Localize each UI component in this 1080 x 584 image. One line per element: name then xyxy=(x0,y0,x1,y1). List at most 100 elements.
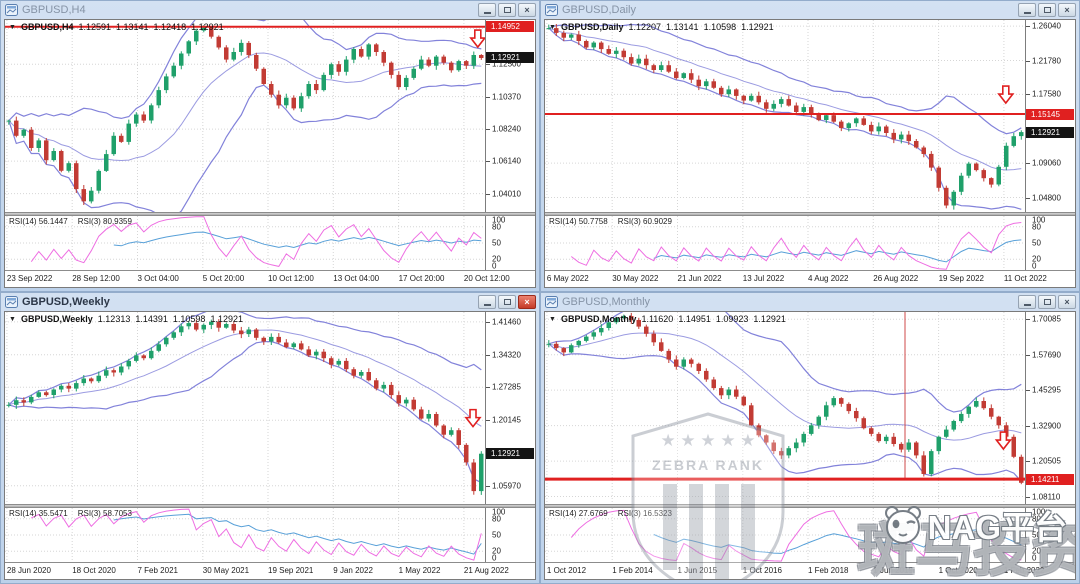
sell-signal-arrow-icon xyxy=(994,431,1013,451)
close-button[interactable]: × xyxy=(1058,295,1076,309)
y-axis-tick-mark xyxy=(486,420,490,422)
y-axis-tick-label: 1.57690 xyxy=(1032,350,1061,360)
y-axis-tick-mark xyxy=(486,387,490,389)
minimize-button[interactable] xyxy=(1018,295,1036,309)
window-titlebar[interactable]: GBPUSD,H4 × xyxy=(1,1,539,19)
candlestick-chart[interactable] xyxy=(5,312,485,504)
rsi-pane[interactable] xyxy=(545,216,1025,270)
window-title: GBPUSD,Daily xyxy=(562,4,636,16)
rsi-axis: 100 80 50 20 0 xyxy=(485,508,535,563)
legend-symbol: GBPUSD,Daily xyxy=(560,22,624,32)
legend-close: 1.12921 xyxy=(210,314,243,324)
y-axis-tick-label: 1.05970 xyxy=(492,481,521,491)
legend-collapse-icon[interactable]: ▼ xyxy=(549,23,556,31)
pane-divider[interactable] xyxy=(545,504,1075,508)
window-titlebar[interactable]: GBPUSD,Daily × xyxy=(541,1,1079,19)
price-axis[interactable]: 1.148501.125001.103701.082401.061401.040… xyxy=(485,20,535,212)
y-axis-tick-label: 1.32900 xyxy=(1032,421,1061,431)
time-axis[interactable]: 28 Jun 2020 18 Oct 2020 7 Feb 2021 30 May 2… xyxy=(5,562,535,579)
restore-button[interactable] xyxy=(498,295,516,309)
x-axis-tick-label: 1 Oct 2012 xyxy=(546,566,587,575)
minimize-button[interactable] xyxy=(478,295,496,309)
rsi-scale-label: 0 xyxy=(1032,553,1037,563)
rsi-pane[interactable] xyxy=(5,508,485,562)
legend-open: 1.11620 xyxy=(641,314,674,324)
pane-divider[interactable] xyxy=(5,212,535,216)
y-axis-tick-label: 1.04010 xyxy=(492,189,521,199)
rsi14-label: RSI(14) 27.6769 xyxy=(549,509,608,518)
rsi-scale-label: 0 xyxy=(492,261,497,271)
restore-button[interactable] xyxy=(1038,295,1056,309)
legend-open: 1.12591 xyxy=(78,22,111,32)
legend-high: 1.13141 xyxy=(666,22,699,32)
legend-collapse-icon[interactable]: ▼ xyxy=(9,23,16,31)
sell-signal-arrow-icon xyxy=(997,85,1015,105)
time-axis[interactable]: 1 Oct 2012 1 Feb 2014 1 Jun 2015 1 Oct 2016… xyxy=(545,562,1075,579)
y-axis-tick-label: 1.08240 xyxy=(492,124,521,134)
candlestick-chart[interactable] xyxy=(5,20,485,212)
chart-window-icon xyxy=(545,4,558,16)
rsi3-label: RSI(3) 58.7053 xyxy=(77,509,132,518)
rsi3-label: RSI(3) 60.9029 xyxy=(617,217,672,226)
time-axis[interactable]: 23 Sep 2022 28 Sep 12:00 3 Oct 04:00 5 Oct … xyxy=(5,270,535,287)
y-axis-tick-mark xyxy=(486,161,490,163)
price-axis[interactable]: 1.26040 1.21780 1.17580 1.09060 1.04800 1.151… xyxy=(1025,20,1075,212)
y-axis-tick-mark xyxy=(486,193,490,195)
legend-low: 1.12418 xyxy=(153,22,187,32)
chart-window-icon xyxy=(545,296,558,308)
close-button[interactable]: × xyxy=(518,3,536,17)
x-axis-tick-label: 19 Sep 2022 xyxy=(938,274,984,283)
rsi-indicator-labels: RSI(14) 50.7758 RSI(3) 60.9029 xyxy=(549,217,672,226)
chart-legend: ▼ GBPUSD,H4 1.12591 1.13141 1.12418 1.12… xyxy=(9,22,224,32)
legend-collapse-icon[interactable]: ▼ xyxy=(549,315,556,323)
sell-signal-arrow-icon xyxy=(464,408,482,428)
legend-collapse-icon[interactable]: ▼ xyxy=(9,315,16,323)
y-axis-tick-label: 1.26040 xyxy=(1032,21,1061,31)
rsi-pane[interactable] xyxy=(5,216,485,270)
x-axis-tick-label: 30 May 2022 xyxy=(612,274,659,283)
x-axis-tick-label: 1 Jun 2015 xyxy=(677,566,718,575)
y-axis-tick-mark xyxy=(1026,425,1030,427)
window-title: GBPUSD,H4 xyxy=(22,4,86,16)
rsi-scale-label: 0 xyxy=(1032,261,1037,271)
legend-close: 1.12921 xyxy=(741,22,774,32)
rsi-scale-label: 100 xyxy=(1032,507,1046,517)
rsi-scale-label: 80 xyxy=(492,514,501,524)
close-button[interactable]: × xyxy=(1058,3,1076,17)
y-axis-tick-mark xyxy=(1026,390,1030,392)
y-axis-tick-mark xyxy=(1026,461,1030,463)
candlestick-chart[interactable] xyxy=(545,20,1025,212)
legend-high: 1.13141 xyxy=(116,22,149,32)
restore-button[interactable] xyxy=(498,3,516,17)
minimize-button[interactable] xyxy=(1018,3,1036,17)
rsi-pane[interactable] xyxy=(545,508,1025,562)
restore-button[interactable] xyxy=(1038,3,1056,17)
y-axis-tick-mark xyxy=(486,354,490,356)
close-button[interactable]: × xyxy=(518,295,536,309)
rsi-axis: 100 80 50 20 0 xyxy=(485,216,535,271)
rsi-axis: 100 80 50 20 0 xyxy=(1025,216,1075,271)
x-axis-tick-label: 13 Jul 2022 xyxy=(742,274,785,283)
alert-price-tag: 1.15145 xyxy=(1026,108,1074,120)
alert-price-tag: 1.14952 xyxy=(486,21,534,33)
legend-high: 1.14391 xyxy=(135,314,168,324)
price-axis[interactable]: 1.41460 1.34320 1.27285 1.20145 1.05970 1.129… xyxy=(485,312,535,504)
rsi-scale-label: 80 xyxy=(492,222,501,232)
minimize-button[interactable] xyxy=(478,3,496,17)
y-axis-tick-mark xyxy=(1026,163,1030,165)
legend-close: 1.12921 xyxy=(753,314,786,324)
x-axis-tick-label: 28 Sep 12:00 xyxy=(72,274,120,283)
legend-low: 1.10598 xyxy=(172,314,206,324)
window-titlebar[interactable]: GBPUSD,Monthly × xyxy=(541,293,1079,311)
pane-divider[interactable] xyxy=(5,504,535,508)
rsi-scale-label: 50 xyxy=(492,530,501,540)
candlestick-chart[interactable] xyxy=(545,312,1025,504)
chart-legend: ▼ GBPUSD,Weekly 1.12313 1.14391 1.10598 … xyxy=(9,314,243,324)
y-axis-tick-label: 1.70085 xyxy=(1032,314,1061,324)
price-axis[interactable]: 1.70085 1.57690 1.45295 1.32900 1.20505 1.081… xyxy=(1025,312,1075,504)
window-titlebar[interactable]: GBPUSD,Weekly × xyxy=(1,293,539,311)
y-axis-tick-mark xyxy=(1026,319,1030,321)
y-axis-tick-mark xyxy=(486,321,490,323)
pane-divider[interactable] xyxy=(545,212,1075,216)
time-axis[interactable]: 6 May 2022 30 May 2022 21 Jun 2022 13 Jul 2… xyxy=(545,270,1075,287)
